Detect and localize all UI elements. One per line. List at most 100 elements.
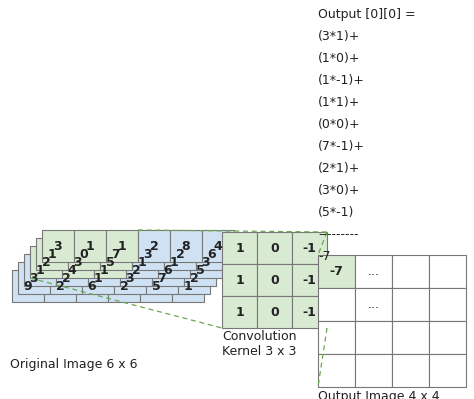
Text: 1: 1 <box>118 239 127 253</box>
Bar <box>146 262 178 294</box>
Bar <box>106 230 138 262</box>
Text: Output [0][0] =: Output [0][0] = <box>318 8 416 21</box>
Bar <box>196 238 228 270</box>
Text: ---------: --------- <box>318 228 358 241</box>
Text: 9: 9 <box>24 280 32 292</box>
Bar <box>140 270 172 302</box>
Bar <box>257 232 292 264</box>
Bar <box>164 238 196 270</box>
Text: 4: 4 <box>68 263 76 277</box>
Bar <box>100 238 132 270</box>
Bar <box>318 255 355 288</box>
Bar <box>222 232 257 264</box>
Text: 1: 1 <box>47 247 56 261</box>
Bar <box>36 238 68 270</box>
Bar <box>44 270 76 302</box>
Text: 7: 7 <box>158 271 166 284</box>
Bar <box>257 264 292 296</box>
Text: 1: 1 <box>235 241 244 255</box>
Bar <box>152 254 184 286</box>
Text: 1: 1 <box>183 280 192 292</box>
Bar <box>292 232 327 264</box>
Text: (1*1)+: (1*1)+ <box>318 96 360 109</box>
Bar <box>24 254 56 286</box>
Text: 1: 1 <box>137 255 146 269</box>
Text: 3: 3 <box>30 271 38 284</box>
Text: 0: 0 <box>270 241 279 255</box>
Text: 3: 3 <box>54 239 62 253</box>
Bar <box>120 254 152 286</box>
Bar <box>42 230 74 262</box>
Bar <box>318 288 355 321</box>
Bar <box>392 288 429 321</box>
Bar <box>392 321 429 354</box>
Bar <box>355 321 392 354</box>
Text: 2: 2 <box>132 263 140 277</box>
Bar <box>94 246 126 278</box>
Text: 0: 0 <box>270 273 279 286</box>
Bar <box>82 262 114 294</box>
Text: 4: 4 <box>214 239 222 253</box>
Bar <box>355 288 392 321</box>
Text: (0*0)+: (0*0)+ <box>318 118 361 131</box>
Bar <box>74 230 106 262</box>
Bar <box>108 270 140 302</box>
Text: 2: 2 <box>55 280 64 292</box>
Bar <box>257 296 292 328</box>
Text: 1: 1 <box>170 255 178 269</box>
Bar <box>12 270 44 302</box>
Bar <box>318 321 355 354</box>
Bar <box>429 288 466 321</box>
Text: 6: 6 <box>88 280 96 292</box>
Bar <box>138 230 170 262</box>
Bar <box>392 255 429 288</box>
Bar <box>429 255 466 288</box>
Text: 1: 1 <box>94 271 102 284</box>
Bar <box>18 262 50 294</box>
Text: 5: 5 <box>196 263 204 277</box>
Bar <box>88 254 120 286</box>
Text: 2: 2 <box>190 271 199 284</box>
Text: Convolution
Kernel 3 x 3: Convolution Kernel 3 x 3 <box>222 330 297 358</box>
Text: 3: 3 <box>73 255 82 269</box>
Text: -1: -1 <box>302 273 317 286</box>
Text: (2*1)+: (2*1)+ <box>318 162 360 175</box>
Bar <box>114 262 146 294</box>
Bar <box>30 246 62 278</box>
Bar <box>222 264 257 296</box>
Text: 2: 2 <box>119 280 128 292</box>
Text: -7: -7 <box>329 265 344 278</box>
Text: (3*0)+: (3*0)+ <box>318 184 361 197</box>
Bar <box>56 254 88 286</box>
Bar <box>292 264 327 296</box>
Text: 3: 3 <box>144 247 152 261</box>
Bar <box>170 230 202 262</box>
Text: 1: 1 <box>235 273 244 286</box>
Text: 2: 2 <box>176 247 184 261</box>
Bar <box>126 246 158 278</box>
Text: -1: -1 <box>302 306 317 318</box>
Text: 5: 5 <box>152 280 160 292</box>
Bar <box>222 296 257 328</box>
Text: (7*-1)+: (7*-1)+ <box>318 140 365 153</box>
Text: 1: 1 <box>86 239 94 253</box>
Text: 1: 1 <box>235 306 244 318</box>
Text: 3: 3 <box>202 255 210 269</box>
Text: 3: 3 <box>126 271 134 284</box>
Bar <box>184 254 216 286</box>
Text: (1*-1)+: (1*-1)+ <box>318 74 365 87</box>
Bar <box>355 354 392 387</box>
Text: 2: 2 <box>150 239 158 253</box>
Bar <box>132 238 164 270</box>
Bar <box>158 246 190 278</box>
Text: 2: 2 <box>62 271 70 284</box>
Text: 0: 0 <box>270 306 279 318</box>
Text: 6: 6 <box>208 247 216 261</box>
Text: -7: -7 <box>318 250 330 263</box>
Text: (1*0)+: (1*0)+ <box>318 52 361 65</box>
Text: ...: ... <box>367 298 380 311</box>
Text: 1: 1 <box>100 263 109 277</box>
Bar <box>392 354 429 387</box>
Text: Original Image 6 x 6: Original Image 6 x 6 <box>10 358 137 371</box>
Bar <box>355 255 392 288</box>
